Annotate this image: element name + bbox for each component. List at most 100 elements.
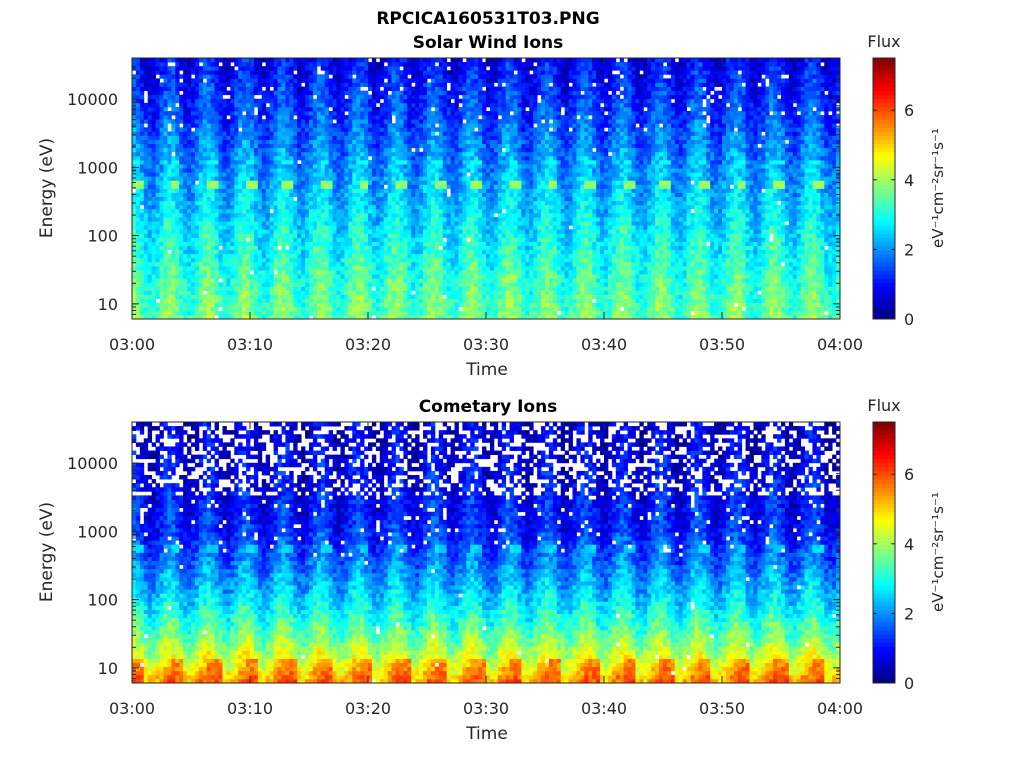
heatmap-cell xyxy=(273,233,278,238)
heatmap-cell xyxy=(356,176,361,181)
heatmap-cell xyxy=(324,94,330,100)
heatmap-cell xyxy=(210,74,215,79)
heatmap-cell xyxy=(289,90,294,96)
heatmap-cell xyxy=(419,270,424,275)
heatmap-cell xyxy=(352,70,357,75)
heatmap-cell xyxy=(312,164,318,169)
heatmap-cell xyxy=(297,208,302,214)
heatmap-cell xyxy=(371,70,377,75)
heatmap-cell xyxy=(297,90,302,96)
heatmap-cell xyxy=(411,131,416,136)
heatmap-cell xyxy=(155,225,160,230)
heatmap-cell xyxy=(206,257,212,263)
heatmap-cell xyxy=(434,237,440,242)
heatmap-cell xyxy=(273,111,278,116)
heatmap-cell xyxy=(234,82,239,87)
heatmap-cell xyxy=(179,151,184,157)
heatmap-cell xyxy=(171,282,176,287)
heatmap-cell xyxy=(238,172,243,177)
heatmap-cell xyxy=(328,78,333,83)
heatmap-cell xyxy=(191,102,196,108)
heatmap-cell xyxy=(293,221,298,226)
heatmap-cell xyxy=(423,282,428,287)
heatmap-cell xyxy=(336,253,341,259)
heatmap-cell xyxy=(301,86,306,92)
heatmap-cell xyxy=(336,168,341,173)
heatmap-cell xyxy=(202,127,208,132)
heatmap-cell xyxy=(427,147,432,153)
heatmap-cell xyxy=(423,102,428,108)
heatmap-cell xyxy=(265,208,271,214)
heatmap-cell xyxy=(167,159,172,165)
heatmap-cell xyxy=(320,282,326,287)
heatmap-cell xyxy=(419,241,424,246)
heatmap-cell xyxy=(360,196,365,202)
heatmap-cell xyxy=(238,225,243,230)
heatmap-cell xyxy=(442,217,448,222)
heatmap-cell xyxy=(155,310,160,316)
heatmap-cell xyxy=(297,253,302,259)
heatmap-cell xyxy=(316,208,322,214)
heatmap-cell xyxy=(206,184,212,189)
heatmap-cell xyxy=(253,70,259,75)
heatmap-cell xyxy=(442,176,448,181)
heatmap-cell xyxy=(427,74,432,79)
heatmap-cell xyxy=(336,172,341,177)
heatmap-cell xyxy=(309,123,314,128)
heatmap-cell xyxy=(332,78,337,83)
heatmap-cell xyxy=(277,217,282,222)
heatmap-cell xyxy=(171,78,176,83)
heatmap-cell xyxy=(281,282,286,287)
heatmap-cell xyxy=(332,176,337,181)
heatmap-cell xyxy=(179,217,184,222)
heatmap-cell xyxy=(147,131,153,136)
heatmap-cell xyxy=(320,212,326,218)
heatmap-cell xyxy=(368,225,373,230)
heatmap-cell xyxy=(387,306,392,312)
heatmap-cell xyxy=(167,265,172,271)
heatmap-cell xyxy=(403,78,408,83)
heatmap-cell xyxy=(415,274,420,279)
heatmap-cell xyxy=(198,217,204,222)
heatmap-cell xyxy=(368,115,373,120)
heatmap-cell xyxy=(135,90,141,96)
heatmap-cell xyxy=(167,82,172,87)
heatmap-cell xyxy=(419,265,424,271)
heatmap-cell xyxy=(399,106,404,112)
heatmap-cell xyxy=(265,298,271,304)
heatmap-cell xyxy=(336,78,341,83)
heatmap-cell xyxy=(230,249,235,255)
heatmap-cell xyxy=(183,208,188,214)
heatmap-cell xyxy=(155,192,160,198)
heatmap-cell xyxy=(167,221,172,226)
heatmap-cell xyxy=(427,106,432,112)
heatmap-cell xyxy=(415,172,420,177)
heatmap-cell xyxy=(281,278,286,283)
heatmap-cell xyxy=(151,294,156,300)
heatmap-cell xyxy=(230,233,235,238)
heatmap-cell xyxy=(234,265,239,271)
heatmap-cell xyxy=(375,286,381,291)
heatmap-cell xyxy=(139,151,145,157)
heatmap-cell xyxy=(135,253,141,259)
heatmap-cell xyxy=(332,221,337,226)
heatmap-cell xyxy=(198,184,204,189)
heatmap-cell xyxy=(430,70,436,75)
heatmap-cell xyxy=(273,257,278,263)
heatmap-cell xyxy=(328,66,333,71)
heatmap-cell xyxy=(206,94,212,100)
heatmap-cell xyxy=(155,270,160,275)
heatmap-cell xyxy=(234,188,239,193)
heatmap-cell xyxy=(411,115,416,120)
heatmap-cell xyxy=(375,314,381,320)
heatmap-cell xyxy=(348,58,353,63)
heatmap-cell xyxy=(273,164,278,169)
heatmap-cell xyxy=(163,147,168,153)
heatmap-cell xyxy=(277,66,282,71)
heatmap-cell xyxy=(155,115,160,120)
heatmap-cell xyxy=(269,147,274,153)
heatmap-cell xyxy=(407,294,412,300)
heatmap-cell xyxy=(375,168,381,173)
heatmap-cell xyxy=(198,159,204,165)
heatmap-cell xyxy=(277,225,282,230)
